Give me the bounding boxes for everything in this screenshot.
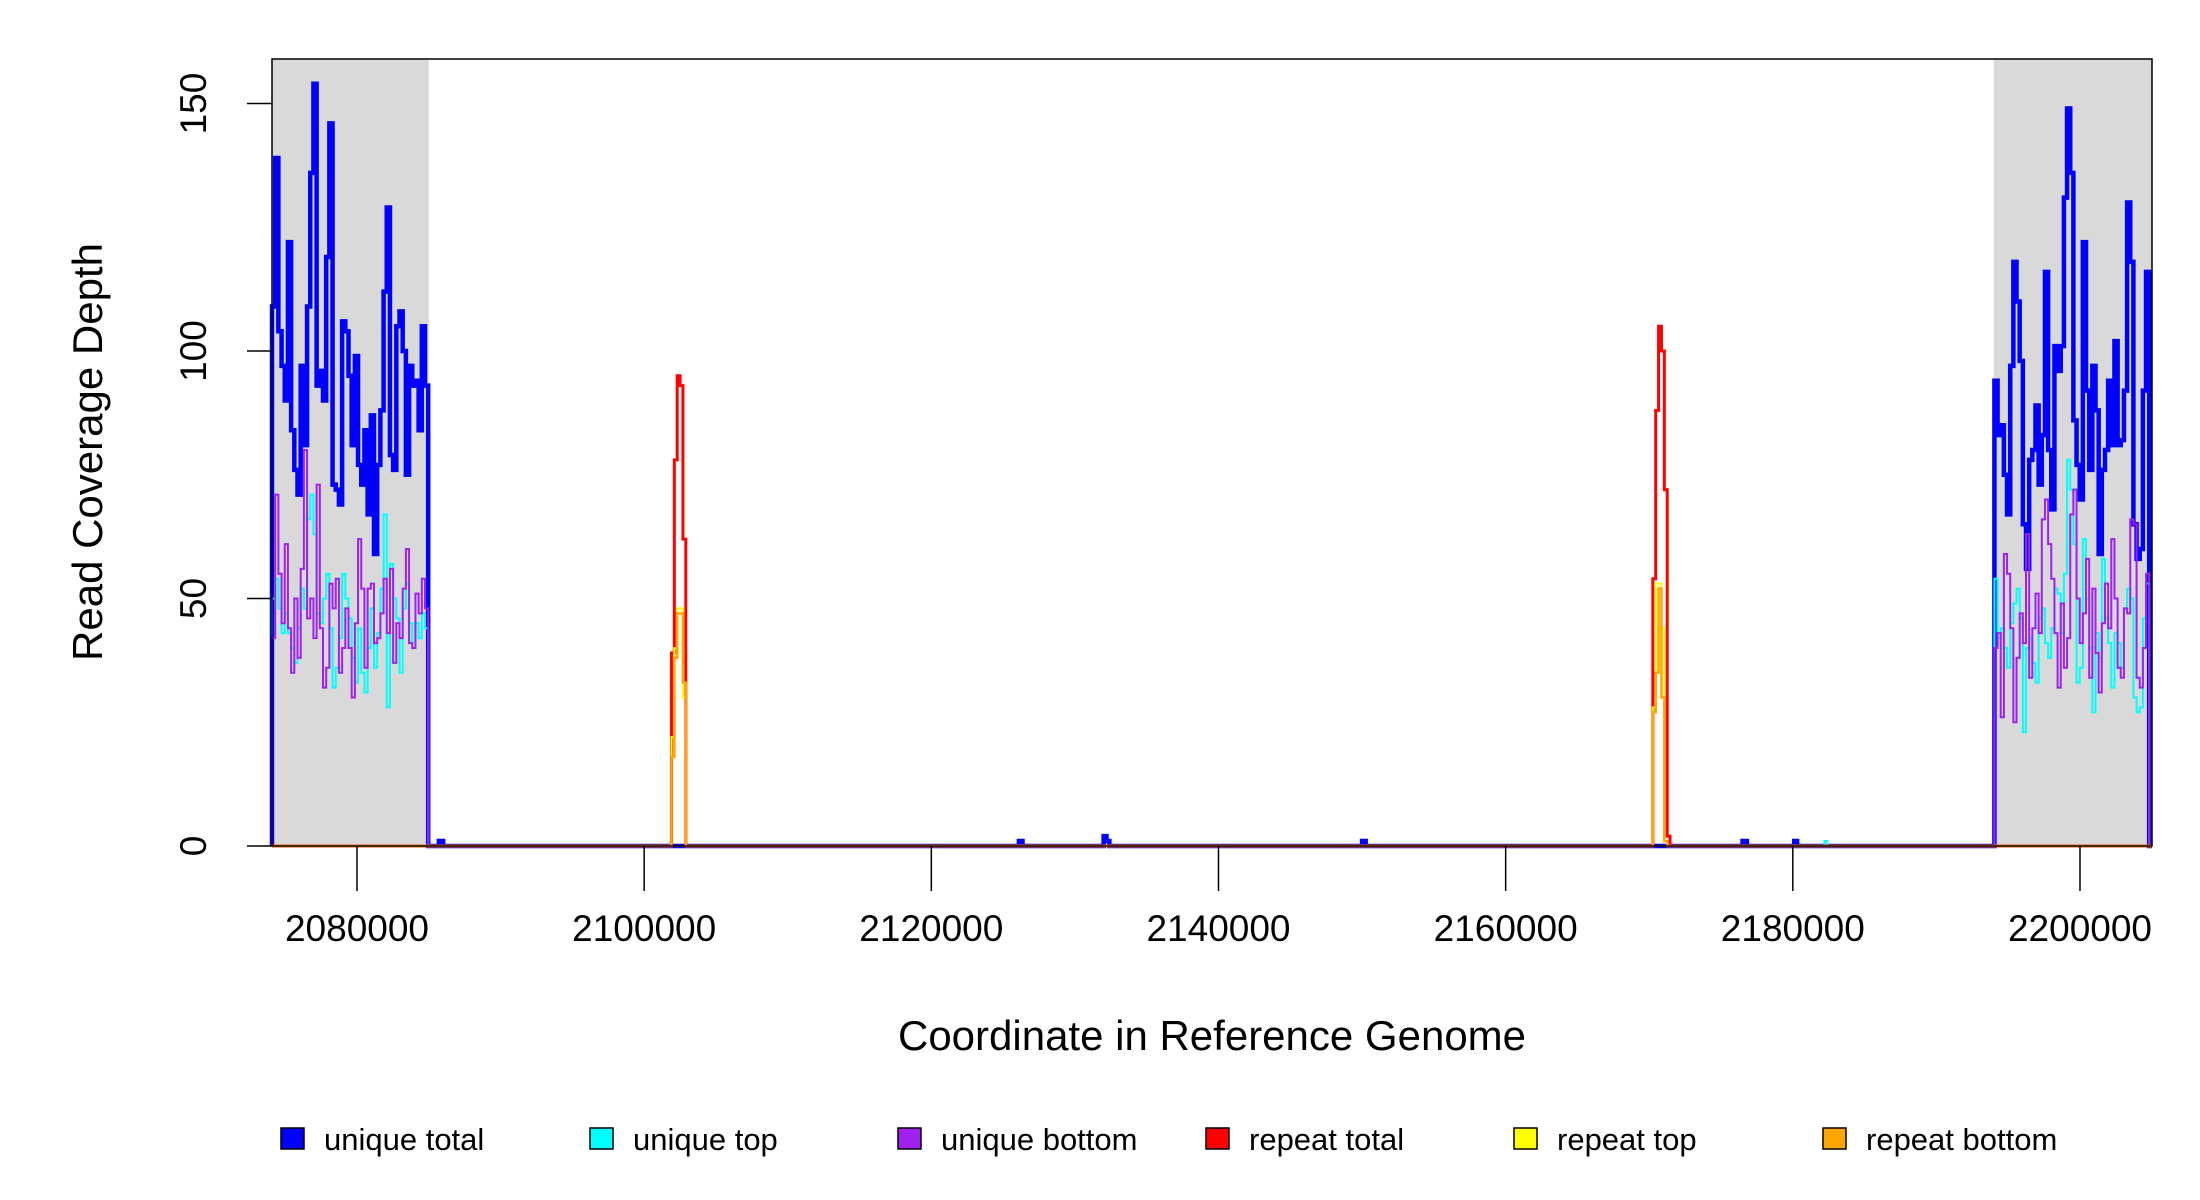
x-tick-label: 2160000 — [1434, 908, 1578, 949]
y-tick-label: 100 — [173, 320, 214, 382]
series-lines — [269, 81, 2152, 849]
x-tick-label: 2180000 — [1721, 908, 1865, 949]
series-line-unique-top — [271, 458, 2152, 847]
legend-label: repeat total — [1249, 1122, 1404, 1157]
series-line-repeat-bottom — [272, 587, 2152, 848]
legend-swatch — [280, 1127, 305, 1150]
x-tick-label: 2200000 — [2008, 908, 2152, 949]
legend-label: unique top — [633, 1122, 778, 1157]
x-tick-label: 2120000 — [859, 908, 1003, 949]
legend-swatch — [1513, 1127, 1538, 1150]
shaded-regions — [272, 59, 2152, 846]
x-tick-label: 2080000 — [285, 908, 429, 949]
x-tick-label: 2100000 — [572, 908, 716, 949]
legend-label: repeat bottom — [1866, 1122, 2057, 1157]
legend: unique total unique top unique bottom repea… — [280, 1122, 2057, 1157]
series-line-unique-total — [269, 81, 2152, 849]
x-axis: 2080000 2100000 2120000 2140000 2160000 21800… — [285, 846, 2152, 949]
legend-label: repeat top — [1557, 1122, 1697, 1157]
x-axis-title: Coordinate in Reference Genome — [898, 1012, 1526, 1059]
legend-swatch — [589, 1127, 614, 1150]
y-axis: 0 50 100 150 — [173, 73, 272, 857]
legend-swatch — [1205, 1127, 1230, 1150]
x-tick-label: 2140000 — [1146, 908, 1290, 949]
legend-swatch — [897, 1127, 922, 1150]
y-tick-label: 150 — [173, 73, 214, 135]
legend-label: unique total — [324, 1122, 484, 1157]
y-tick-label: 50 — [173, 578, 214, 619]
y-tick-label: 0 — [173, 836, 214, 857]
legend-label: unique bottom — [941, 1122, 1137, 1157]
legend-swatch — [1822, 1127, 1847, 1150]
series-line-unique-bottom — [271, 449, 2152, 847]
series-line-repeat-total — [272, 324, 2152, 848]
y-axis-title: Read Coverage Depth — [64, 243, 111, 661]
series-line-repeat-top — [272, 582, 2152, 847]
plot-frame — [271, 58, 2153, 847]
shaded-region — [272, 59, 429, 846]
